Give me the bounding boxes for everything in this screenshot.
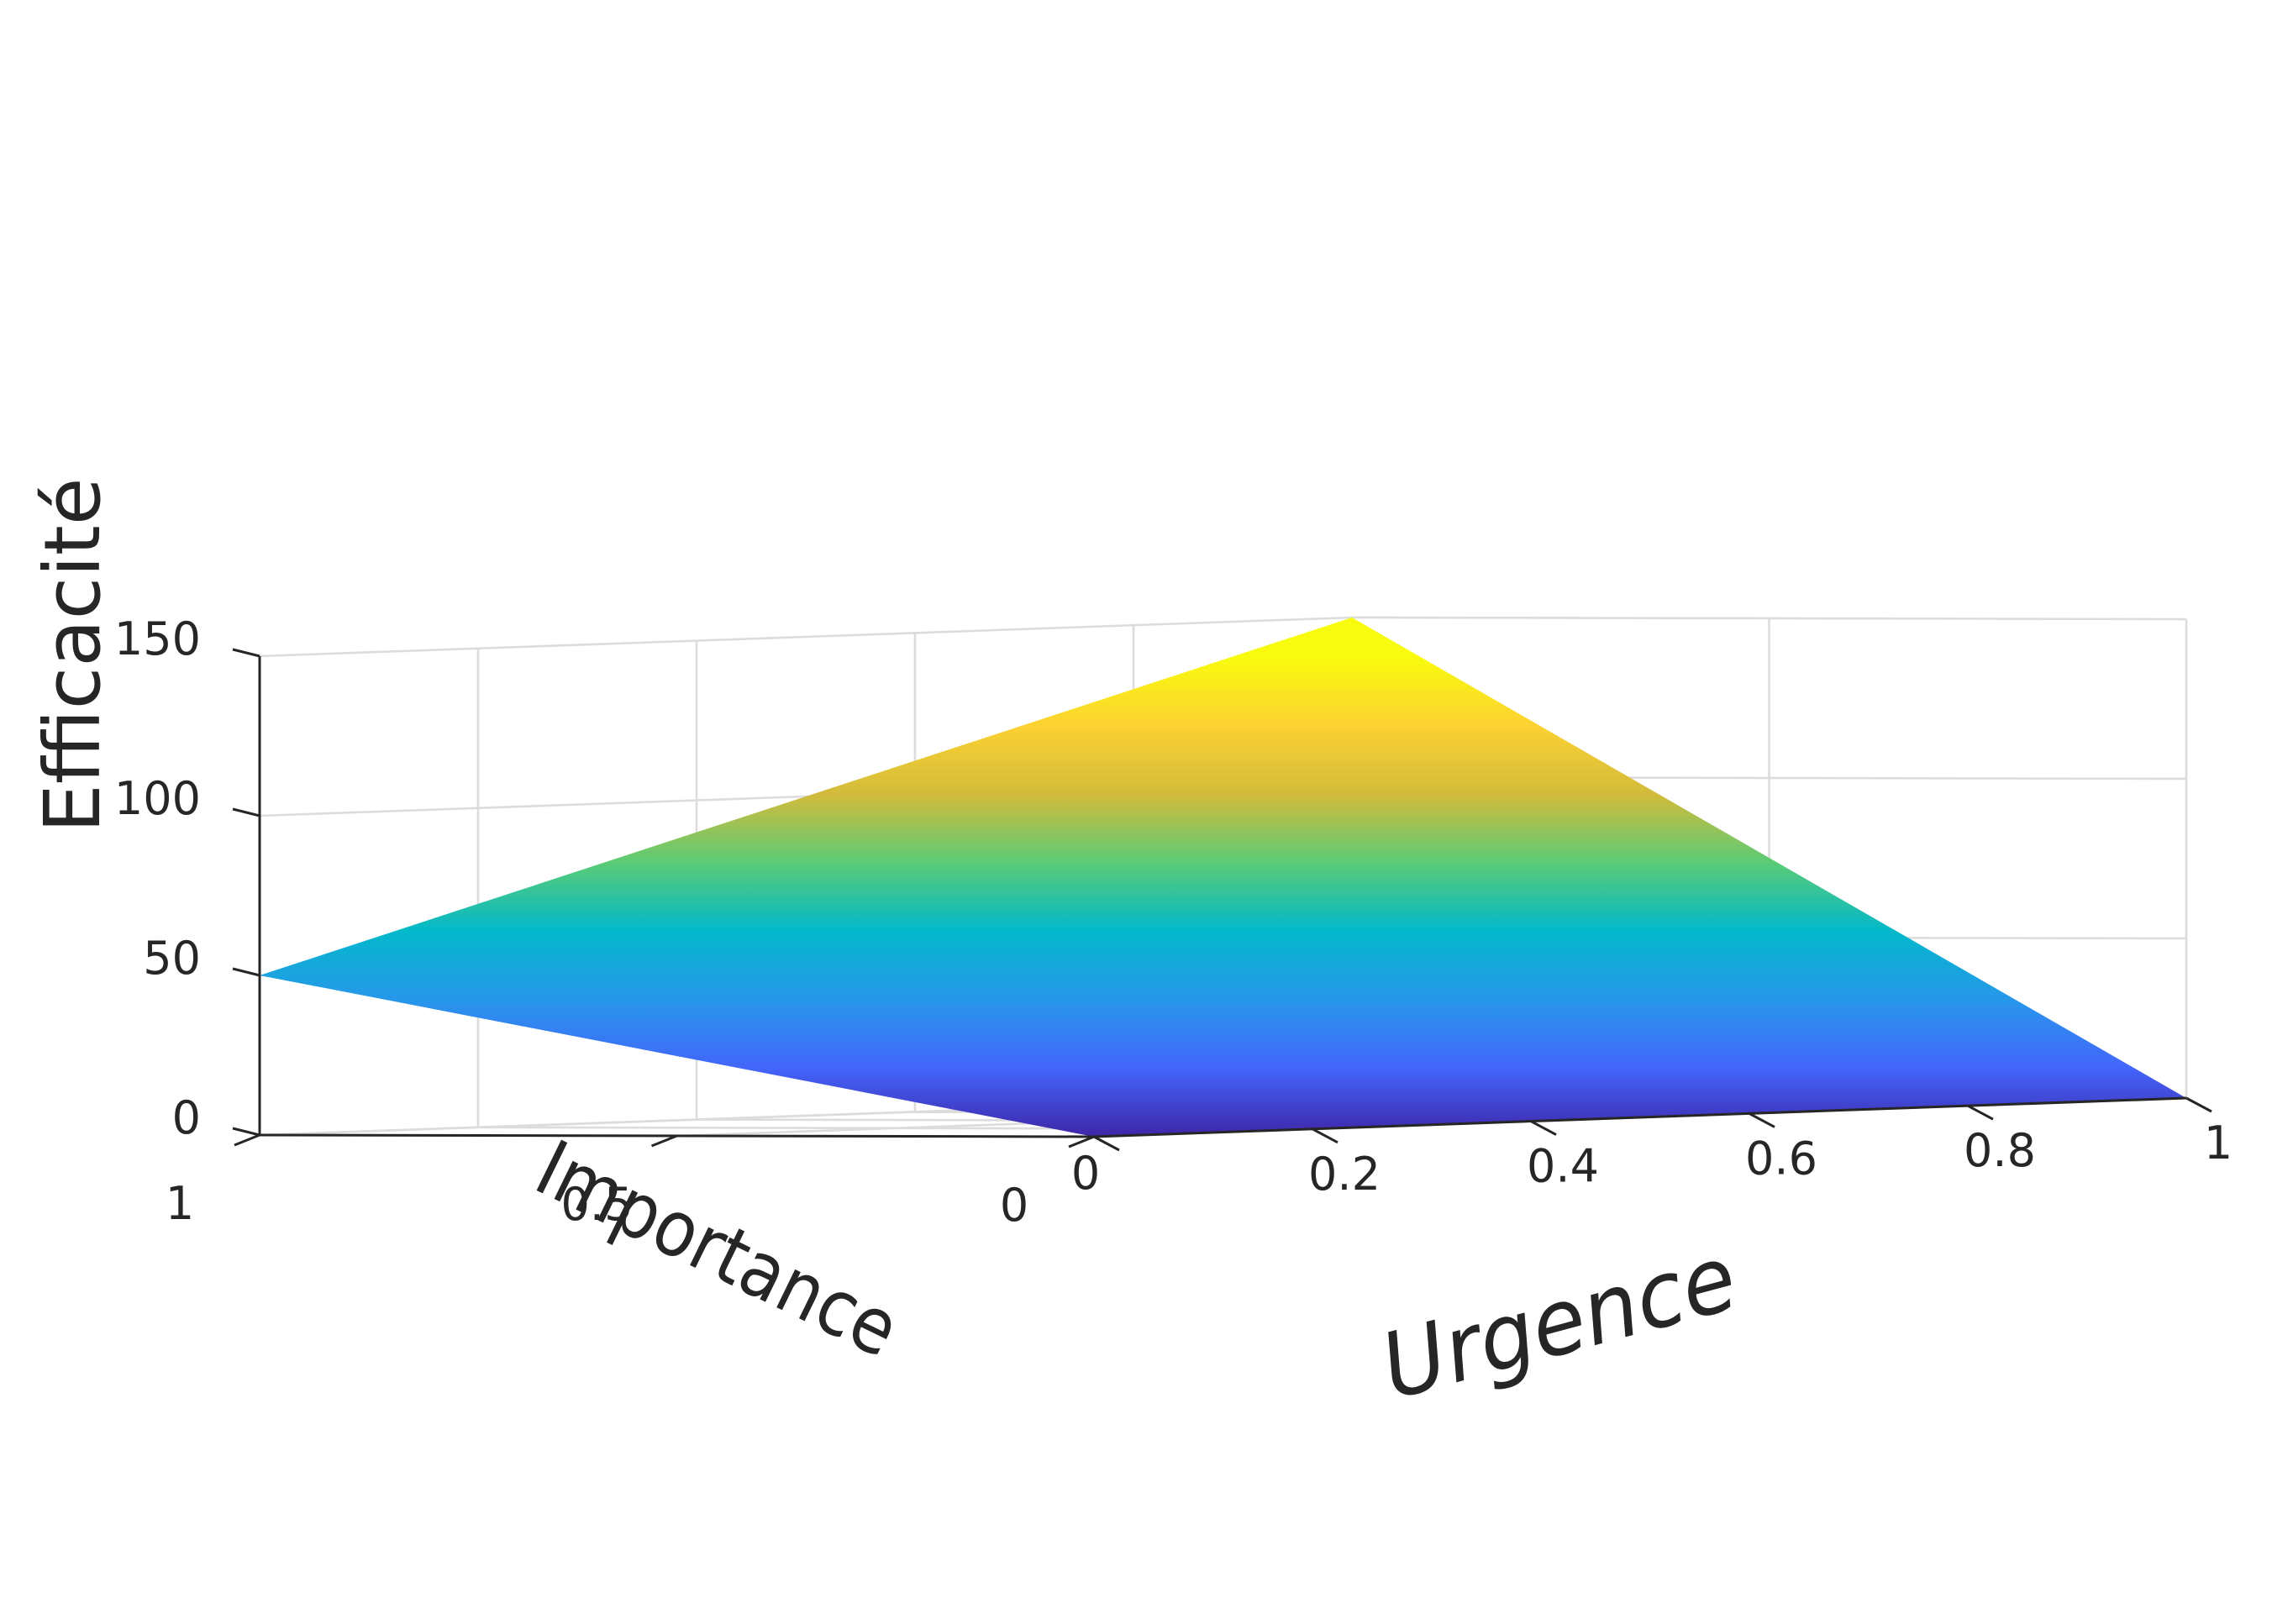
surface-patch (260, 618, 2186, 1137)
importance-tick-label: 0 (1000, 1179, 1028, 1232)
importance-tick-mark (234, 1133, 260, 1147)
axes-layer (232, 648, 2212, 1152)
efficacite-tick-mark (232, 807, 260, 817)
urgence-tick-label: 0 (1071, 1147, 1100, 1200)
urgence-tick-label: 0.4 (1527, 1140, 1599, 1193)
urgence-tick-label: 1 (2204, 1117, 2233, 1169)
urgence-axis-title: Urgence (1370, 1224, 1747, 1420)
importance-tick-mark (1068, 1135, 1095, 1148)
urgence-tick-mark (2185, 1096, 2212, 1113)
urgence-tick-label: 0.6 (1745, 1132, 1817, 1185)
grid-line-sidewall-z (1351, 616, 2187, 621)
efficacite-tick-label: 0 (172, 1091, 201, 1144)
efficacite-tick-label: 50 (143, 932, 201, 985)
importance-tick-mark (650, 1134, 678, 1148)
efficacite-tick-label: 150 (114, 612, 201, 665)
efficacite-tick-label: 100 (114, 772, 201, 825)
efficacite-tick-mark (232, 1127, 260, 1137)
urgence-tick-label: 0.2 (1308, 1148, 1381, 1201)
urgence-tick-mark (1093, 1135, 1120, 1152)
urgence-axis-line (1093, 1096, 2187, 1138)
surface-layer (260, 618, 2186, 1137)
urgence-tick-label: 0.8 (1964, 1124, 2036, 1177)
efficacite-tick-mark (232, 967, 260, 977)
urgence-tick-mark (1749, 1112, 1775, 1128)
importance-axis-title: Importance (523, 1124, 912, 1375)
efficacite-axis-title: Efficacité (28, 478, 118, 833)
urgence-tick-mark (1967, 1104, 1994, 1121)
urgence-tick-mark (1312, 1127, 1338, 1144)
grid-line-backwall-z (259, 616, 1353, 658)
efficacite-tick-mark (232, 648, 260, 658)
importance-tick-label: 1 (166, 1177, 194, 1230)
urgence-tick-mark (1530, 1120, 1557, 1136)
importance-tick-label: 0.5 (561, 1178, 634, 1231)
